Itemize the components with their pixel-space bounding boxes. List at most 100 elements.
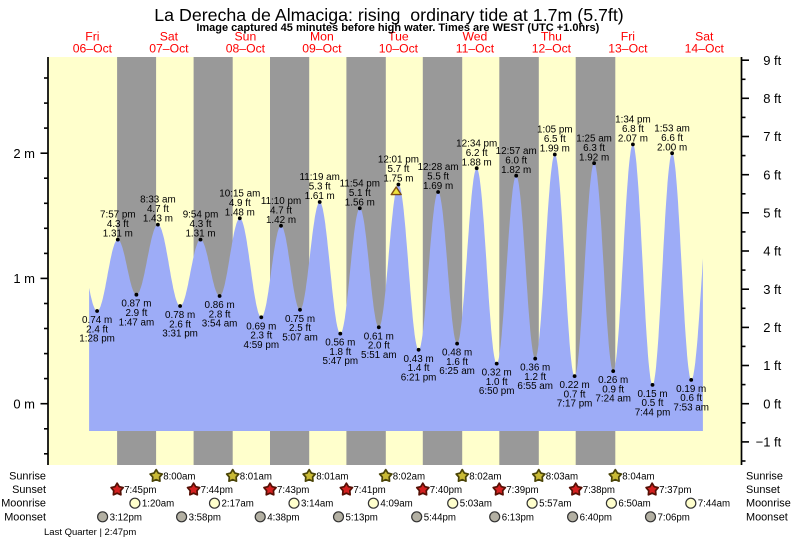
- svg-text:0.69 m: 0.69 m: [246, 321, 276, 332]
- svg-text:4 ft: 4 ft: [763, 244, 781, 259]
- svg-text:1.61 m: 1.61 m: [305, 191, 335, 202]
- svg-text:3 ft: 3 ft: [763, 282, 781, 297]
- svg-text:1.69 m: 1.69 m: [423, 181, 453, 192]
- svg-text:7 ft: 7 ft: [763, 129, 781, 144]
- svg-text:5.3 ft: 5.3 ft: [309, 182, 331, 193]
- svg-text:7:40pm: 7:40pm: [430, 485, 462, 496]
- svg-text:0.43 m: 0.43 m: [404, 354, 434, 365]
- svg-text:6:50am: 6:50am: [618, 499, 650, 510]
- svg-text:14–Oct: 14–Oct: [685, 42, 725, 56]
- svg-text:4.3 ft: 4.3 ft: [107, 219, 129, 230]
- svg-text:5:57am: 5:57am: [539, 499, 571, 510]
- svg-text:1:20am: 1:20am: [142, 499, 174, 510]
- svg-text:1.6 ft: 1.6 ft: [446, 357, 468, 368]
- svg-text:5.7 ft: 5.7 ft: [387, 164, 409, 175]
- svg-text:0 ft: 0 ft: [763, 396, 781, 411]
- svg-text:Image captured 45 minutes befo: Image captured 45 minutes before high wa…: [196, 22, 599, 34]
- svg-text:06–Oct: 06–Oct: [73, 42, 113, 56]
- svg-text:7:57 pm: 7:57 pm: [100, 210, 136, 221]
- svg-text:5 ft: 5 ft: [763, 205, 781, 220]
- svg-text:Sunset: Sunset: [12, 484, 46, 496]
- svg-text:1.88 m: 1.88 m: [462, 157, 492, 168]
- svg-text:6:40pm: 6:40pm: [580, 512, 612, 523]
- svg-text:0 m: 0 m: [13, 396, 35, 411]
- svg-text:5:47 pm: 5:47 pm: [323, 356, 359, 367]
- svg-text:7:06pm: 7:06pm: [658, 512, 690, 523]
- svg-text:4:09am: 4:09am: [380, 499, 412, 510]
- svg-text:0.87 m: 0.87 m: [121, 299, 151, 310]
- svg-text:0.26 m: 0.26 m: [598, 375, 628, 386]
- svg-text:Mon: Mon: [310, 29, 334, 43]
- svg-text:1.31 m: 1.31 m: [185, 229, 215, 240]
- svg-text:8 ft: 8 ft: [763, 91, 781, 106]
- svg-text:5.5 ft: 5.5 ft: [427, 172, 449, 183]
- svg-text:08–Oct: 08–Oct: [226, 42, 266, 56]
- svg-text:6:50 pm: 6:50 pm: [479, 386, 515, 397]
- svg-text:0.56 m: 0.56 m: [325, 338, 355, 349]
- svg-text:12:57 am: 12:57 am: [496, 146, 537, 157]
- svg-text:1 m: 1 m: [13, 271, 35, 286]
- svg-text:Moonset: Moonset: [746, 511, 788, 523]
- svg-text:1 ft: 1 ft: [763, 358, 781, 373]
- svg-text:2 ft: 2 ft: [763, 320, 781, 335]
- svg-text:3:12pm: 3:12pm: [110, 512, 142, 523]
- svg-text:0.5 ft: 0.5 ft: [642, 398, 664, 409]
- svg-text:6.2 ft: 6.2 ft: [466, 148, 488, 159]
- svg-text:1.42 m: 1.42 m: [266, 215, 296, 226]
- svg-text:12:01 pm: 12:01 pm: [378, 155, 419, 166]
- svg-text:1:53 am: 1:53 am: [654, 123, 690, 134]
- svg-text:6.6 ft: 6.6 ft: [661, 133, 683, 144]
- svg-text:1.43 m: 1.43 m: [143, 214, 173, 225]
- svg-text:1.92 m: 1.92 m: [579, 152, 609, 163]
- svg-text:1.56 m: 1.56 m: [345, 197, 375, 208]
- svg-text:1:34 pm: 1:34 pm: [615, 115, 651, 126]
- svg-text:Fri: Fri: [621, 29, 635, 43]
- svg-text:4.9 ft: 4.9 ft: [229, 198, 251, 209]
- svg-text:2 m: 2 m: [13, 146, 35, 161]
- svg-text:2.07 m: 2.07 m: [618, 134, 648, 145]
- svg-text:0.48 m: 0.48 m: [442, 348, 472, 359]
- svg-text:0.32 m: 0.32 m: [482, 368, 512, 379]
- svg-text:6.8 ft: 6.8 ft: [622, 124, 644, 135]
- svg-text:Last Quarter | 2:47pm: Last Quarter | 2:47pm: [44, 527, 136, 538]
- svg-text:2.8 ft: 2.8 ft: [209, 309, 231, 320]
- svg-text:1.75 m: 1.75 m: [383, 174, 413, 185]
- svg-text:8:04am: 8:04am: [622, 472, 654, 483]
- svg-text:4:38pm: 4:38pm: [267, 512, 299, 523]
- svg-text:La Derecha de Almaciga: rising: La Derecha de Almaciga: rising ordinary …: [154, 5, 623, 25]
- svg-text:8:33 am: 8:33 am: [140, 195, 176, 206]
- svg-text:2.4 ft: 2.4 ft: [86, 324, 108, 335]
- svg-text:Sunrise: Sunrise: [746, 471, 783, 483]
- svg-text:3:54 am: 3:54 am: [202, 319, 238, 330]
- svg-text:4.7 ft: 4.7 ft: [270, 205, 292, 216]
- svg-text:0.78 m: 0.78 m: [165, 310, 195, 321]
- svg-text:2.6 ft: 2.6 ft: [169, 319, 191, 330]
- svg-text:9 ft: 9 ft: [763, 53, 781, 68]
- svg-text:2.3 ft: 2.3 ft: [250, 331, 272, 342]
- svg-text:2.00 m: 2.00 m: [657, 142, 687, 153]
- svg-text:0.86 m: 0.86 m: [205, 300, 235, 311]
- svg-text:12:34 pm: 12:34 pm: [456, 138, 497, 149]
- svg-text:6:55 am: 6:55 am: [517, 381, 553, 392]
- svg-text:13–Oct: 13–Oct: [608, 42, 648, 56]
- svg-text:7:39pm: 7:39pm: [506, 485, 538, 496]
- svg-text:5:07 am: 5:07 am: [282, 332, 318, 343]
- svg-text:1.4 ft: 1.4 ft: [408, 363, 430, 374]
- svg-text:0.15 m: 0.15 m: [637, 389, 667, 400]
- svg-text:12–Oct: 12–Oct: [532, 42, 572, 56]
- svg-text:4.3 ft: 4.3 ft: [190, 219, 212, 230]
- svg-text:5:03am: 5:03am: [460, 499, 492, 510]
- svg-text:Sat: Sat: [160, 29, 179, 43]
- svg-text:0.9 ft: 0.9 ft: [602, 384, 624, 395]
- svg-text:1.99 m: 1.99 m: [540, 144, 570, 155]
- svg-text:8:03am: 8:03am: [546, 472, 578, 483]
- svg-text:1.2 ft: 1.2 ft: [524, 372, 546, 383]
- svg-text:0.19 m: 0.19 m: [676, 384, 706, 395]
- svg-text:4:59 pm: 4:59 pm: [244, 340, 280, 351]
- svg-text:7:37pm: 7:37pm: [659, 485, 691, 496]
- svg-text:7:38pm: 7:38pm: [583, 485, 615, 496]
- svg-text:Moonset: Moonset: [4, 511, 46, 523]
- svg-text:7:24 am: 7:24 am: [595, 394, 631, 405]
- svg-text:8:02am: 8:02am: [469, 472, 501, 483]
- svg-text:5:44pm: 5:44pm: [424, 512, 456, 523]
